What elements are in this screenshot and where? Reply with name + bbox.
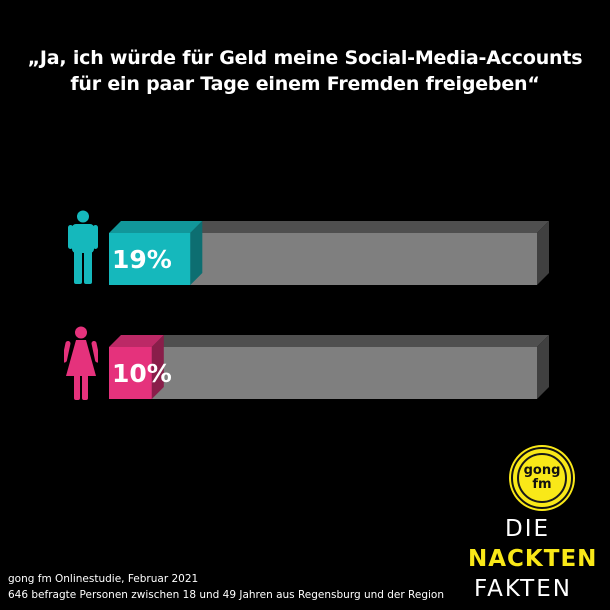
bar-track-male bbox=[190, 233, 537, 285]
bar-value-top-male bbox=[109, 221, 203, 233]
chart-title-line-2: für ein paar Tage einem Fremden freigebe… bbox=[70, 73, 540, 95]
gong-fm-logo: gong fm bbox=[511, 447, 573, 509]
bar-value-female bbox=[109, 347, 152, 399]
bar-track-top-female bbox=[151, 335, 550, 347]
chart-title: „Ja, ich würde für Geld meine Social-Med… bbox=[0, 45, 610, 97]
bar-value-side-female bbox=[151, 335, 164, 399]
bar-value-male bbox=[109, 233, 191, 285]
bar-value-top-female bbox=[109, 335, 164, 347]
brand-line-3: FAKTEN bbox=[474, 576, 572, 602]
footer-line-1: gong fm Onlinestudie, Februar 2021 bbox=[8, 573, 199, 585]
chart-title-line-1: „Ja, ich würde für Geld meine Social-Med… bbox=[27, 47, 583, 69]
brand-die-nackten-fakten: DIE NACKTEN FAKTEN bbox=[468, 514, 608, 604]
logo-text-gong: gong bbox=[523, 463, 561, 478]
bar-track-side-male bbox=[537, 221, 549, 285]
bar-label-male: 19% bbox=[112, 245, 172, 274]
male-person-icon bbox=[68, 210, 98, 284]
footer-source: gong fm Onlinestudie, Februar 2021 646 b… bbox=[8, 571, 444, 603]
bar-label-female: 10% bbox=[112, 359, 172, 388]
brand-line-1: DIE bbox=[505, 516, 551, 542]
bar-value-side-male bbox=[190, 221, 203, 285]
logo-text-fm: fm bbox=[532, 477, 552, 492]
bar-track-top-male bbox=[190, 221, 549, 233]
bar-track-female bbox=[151, 347, 538, 399]
brand-line-2: NACKTEN bbox=[468, 546, 598, 572]
female-person-icon bbox=[64, 326, 98, 400]
footer-line-2: 646 befragte Personen zwischen 18 und 49… bbox=[8, 589, 444, 601]
bar-track-side-female bbox=[537, 335, 549, 399]
